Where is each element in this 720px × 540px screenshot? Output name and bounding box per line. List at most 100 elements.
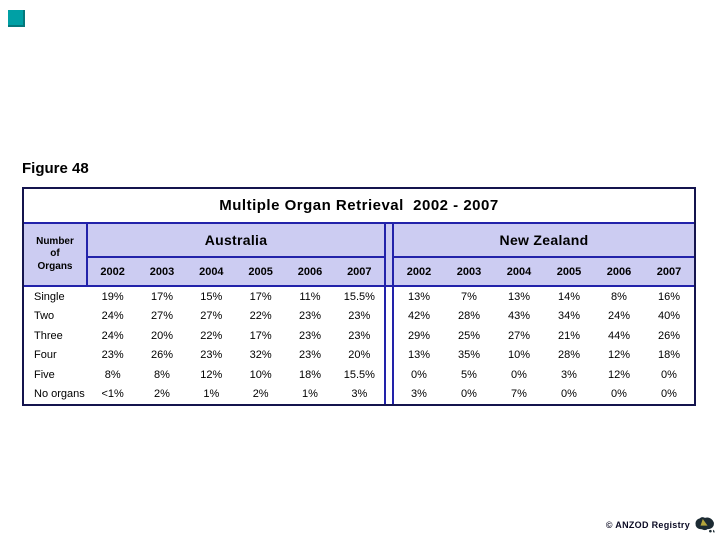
australia-value-cell: 24% <box>101 329 124 342</box>
new-zealand-value-cell: 0% <box>411 368 427 381</box>
year-header: 2006 <box>606 265 632 278</box>
new-zealand-value-cell: 34% <box>557 310 580 323</box>
australia-value-cell: 2% <box>252 388 269 401</box>
australia-value-cell: 32% <box>249 349 272 362</box>
year-header: 2004 <box>506 265 532 278</box>
australia-value-cell: 15% <box>200 290 223 303</box>
new-zealand-years-row: 2002 2003 2004 2005 2006 2007 <box>394 258 694 285</box>
new-zealand-value-cell: 5% <box>461 368 477 381</box>
australia-value-cell: 20% <box>348 349 371 362</box>
new-zealand-value-cell: 13% <box>507 290 530 303</box>
australia-value-cell: 8% <box>154 368 170 381</box>
figure-label: Figure 48 <box>22 160 89 177</box>
year-header: 2007 <box>347 265 372 278</box>
table-row: Four 23% 26% 23% 32% 23% 20% 13% 35% 10% 28% 12% 18% <box>24 346 694 366</box>
new-zealand-value-cell: 40% <box>657 310 680 323</box>
table-row: Five 8% 8% 12% 10% 18% 15.5% 0% 5% 0% 3% 12% 0% <box>24 365 694 385</box>
new-zealand-value-cell: 44% <box>607 329 630 342</box>
new-zealand-value-cell: 16% <box>657 290 680 303</box>
year-header: 2003 <box>149 265 175 278</box>
new-zealand-value-cell: 43% <box>507 310 530 323</box>
australia-value-cell: 23% <box>200 349 223 362</box>
new-zealand-value-cell: 26% <box>657 329 680 342</box>
australia-value-cell: 23% <box>348 329 371 342</box>
australia-value-cell: 1% <box>203 388 220 401</box>
new-zealand-value-cell: 28% <box>557 349 580 362</box>
new-zealand-value-cell: 42% <box>407 310 430 323</box>
new-zealand-value-cell: 21% <box>557 329 580 342</box>
new-zealand-value-cell: 3% <box>561 368 577 381</box>
new-zealand-value-cell: 35% <box>457 349 480 362</box>
credit-text: © ANZOD Registry <box>605 519 690 530</box>
registry-credit: © ANZOD Registry <box>606 515 716 534</box>
australia-value-cell: 23% <box>101 349 124 362</box>
table-row: Single 19% 17% 15% 17% 11% 15.5% 13% 7% 13% 14% 8% 1… <box>24 287 694 307</box>
table-row: No organs <1% 2% 1% 2% 1% 3% 3% 0% 7% 0% 0% 0% <box>24 385 694 405</box>
row-header-number-of-organs: Number of Organs <box>24 224 88 285</box>
new-zealand-value-cell: 0% <box>661 388 677 401</box>
year-header: 2004 <box>199 265 224 278</box>
new-zealand-header: New Zealand <box>394 224 694 258</box>
new-zealand-value-cell: 10% <box>507 349 530 362</box>
table-data-area: Single 19% 17% 15% 17% 11% 15.5% 13% 7% 13% 14% 8% 1… <box>24 287 694 404</box>
australia-value-cell: 15.5% <box>343 290 375 303</box>
australia-value-cell: 22% <box>249 310 272 323</box>
new-zealand-value-cell: 24% <box>607 310 630 323</box>
australia-value-cell: 15.5% <box>343 368 375 381</box>
australia-value-cell: 23% <box>298 310 321 323</box>
new-zealand-value-cell: 0% <box>611 388 627 401</box>
new-zealand-value-cell: 8% <box>611 290 627 303</box>
australia-value-cell: 23% <box>348 310 371 323</box>
australia-value-cell: 26% <box>150 349 173 362</box>
australia-value-cell: 17% <box>249 329 272 342</box>
new-zealand-value-cell: 27% <box>507 329 530 342</box>
table-header-band: Number of Organs Australia 2002 2003 200… <box>24 224 694 287</box>
australia-value-cell: 19% <box>101 290 124 303</box>
row-label: Two <box>34 310 55 323</box>
australia-value-cell: 27% <box>150 310 173 323</box>
row-label: Single <box>34 290 65 303</box>
australia-value-cell: 10% <box>249 368 272 381</box>
australia-value-cell: 20% <box>150 329 173 342</box>
new-zealand-value-cell: 7% <box>461 290 477 303</box>
new-zealand-value-cell: 14% <box>557 290 580 303</box>
table-title: Multiple Organ Retrieval 2002 - 2007 <box>24 189 694 224</box>
australia-value-cell: 17% <box>150 290 173 303</box>
group-divider-line-right <box>392 222 394 404</box>
multiple-organ-retrieval-table: Multiple Organ Retrieval 2002 - 2007 Num… <box>22 187 696 406</box>
australia-value-cell: 12% <box>200 368 223 381</box>
column-group-new-zealand: New Zealand 2002 2003 2004 2005 2006 200… <box>394 224 694 285</box>
column-group-australia: Australia 2002 2003 2004 2005 2006 2007 <box>88 224 384 285</box>
new-zealand-value-cell: 12% <box>607 368 630 381</box>
year-header: 2006 <box>297 265 323 278</box>
australia-value-cell: <1% <box>101 388 124 401</box>
australia-value-cell: 18% <box>298 368 321 381</box>
row-label: No organs <box>34 388 85 401</box>
year-header: 2002 <box>100 265 125 278</box>
new-zealand-value-cell: 25% <box>457 329 480 342</box>
table-row: Three 24% 20% 22% 17% 23% 23% 29% 25% 27% 21% 44% 26… <box>24 326 694 346</box>
australia-value-cell: 27% <box>200 310 223 323</box>
australia-value-cell: 23% <box>298 329 321 342</box>
australia-value-cell: 23% <box>298 349 321 362</box>
year-header: 2005 <box>248 265 273 278</box>
year-header: 2002 <box>406 265 432 278</box>
slide-accent-square <box>8 10 25 27</box>
new-zealand-value-cell: 29% <box>407 329 430 342</box>
australia-value-cell: 1% <box>302 388 318 401</box>
year-header: 2005 <box>556 265 582 278</box>
row-label: Three <box>34 329 63 342</box>
new-zealand-value-cell: 0% <box>561 388 577 401</box>
australia-value-cell: 2% <box>154 388 170 401</box>
new-zealand-value-cell: 12% <box>607 349 630 362</box>
row-label: Five <box>34 368 55 381</box>
australia-value-cell: 3% <box>351 388 368 401</box>
australia-value-cell: 24% <box>101 310 124 323</box>
row-label: Four <box>34 349 57 362</box>
australia-value-cell: 22% <box>200 329 223 342</box>
new-zealand-value-cell: 18% <box>657 349 680 362</box>
group-divider-line-left <box>384 222 386 404</box>
anzod-australia-logo-icon <box>695 517 715 533</box>
australia-value-cell: 8% <box>104 368 121 381</box>
new-zealand-value-cell: 3% <box>411 388 427 401</box>
